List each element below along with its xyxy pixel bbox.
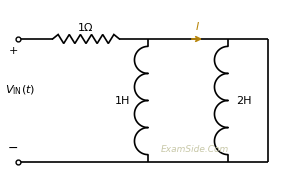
Text: 1H: 1H xyxy=(115,96,130,105)
Text: I: I xyxy=(195,22,199,32)
Text: +: + xyxy=(8,46,18,56)
Text: −: − xyxy=(8,142,18,154)
Text: ExamSide.Com: ExamSide.Com xyxy=(161,145,229,154)
Text: 2H: 2H xyxy=(236,96,251,105)
Text: $V_{\rm IN}(t)$: $V_{\rm IN}(t)$ xyxy=(5,84,35,97)
Text: 1Ω: 1Ω xyxy=(78,23,94,33)
